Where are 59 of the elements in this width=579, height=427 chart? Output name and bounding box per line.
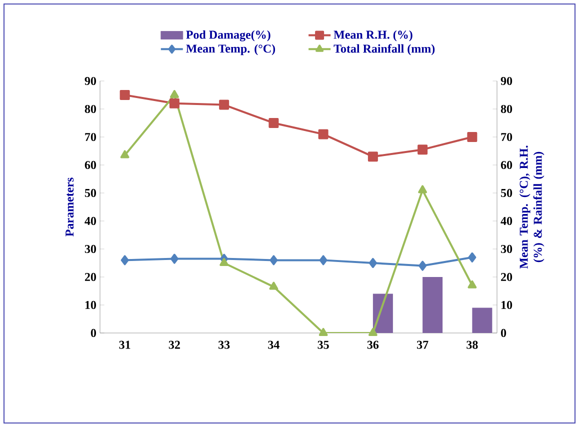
y-tick-label: 90 [84,76,96,86]
point [368,258,377,268]
x-tick-label: 33 [218,340,230,349]
y2-tick-label: 10 [501,300,512,310]
point [368,328,378,336]
x-tick-label: 36 [367,340,379,349]
y2-tick-label: 90 [500,76,512,86]
legend-label: Pod Damage(%) [186,30,270,42]
y2-tick-label: 70 [501,132,512,142]
point [270,255,278,266]
y2-tick-label: 0 [500,328,506,338]
y2-tick-label: 60 [500,160,512,170]
legend-label: Total Rainfall (mm) [334,44,435,56]
point [418,144,428,155]
legend-label: Mean Temp. (°C) [186,44,276,56]
point [418,185,428,194]
point [170,254,178,264]
x-tick-label: 35 [318,340,329,349]
point [120,90,130,100]
point [467,132,478,142]
x-tick-label: 38 [466,340,478,349]
y-tick-label: 40 [84,216,96,226]
y-tick-label: 20 [84,272,96,282]
point [418,260,427,271]
point [468,280,477,288]
point [318,129,328,140]
point [170,90,179,98]
bar [472,308,492,333]
x-tick-label: 32 [168,340,180,349]
y2-tick-label: 50 [501,188,512,198]
point [220,258,229,266]
y-tick-label: 60 [84,160,96,170]
y2-tick-label: 30 [500,244,512,254]
point [318,328,328,336]
point [120,255,129,266]
point [219,100,230,110]
bar [422,276,443,333]
point [120,150,130,158]
y-tick-label: 0 [90,328,96,338]
point [368,152,378,162]
y2-tick-label: 80 [500,104,512,114]
y2-axis-title: Mean Temp. (°C), R.H. (%) & Rainfall (mm) [519,146,544,269]
y-tick-label: 80 [84,104,96,114]
y-axis-title: Parameters [66,178,74,236]
y-tick-label: 70 [85,132,96,142]
x-tick-label: 37 [417,340,428,349]
y-tick-label: 10 [85,300,96,310]
legend-label: Mean R.H. (%) [334,30,412,42]
y-tick-label: 50 [84,188,96,198]
point [268,118,279,128]
point [468,252,476,262]
y2-tick-label: 40 [500,216,512,226]
x-tick-label: 34 [268,340,280,349]
y2-tick-label: 20 [501,272,512,282]
point [269,282,278,290]
x-tick-label: 31 [119,340,130,349]
point [319,255,328,266]
y-tick-label: 30 [84,244,96,254]
point [169,98,180,108]
